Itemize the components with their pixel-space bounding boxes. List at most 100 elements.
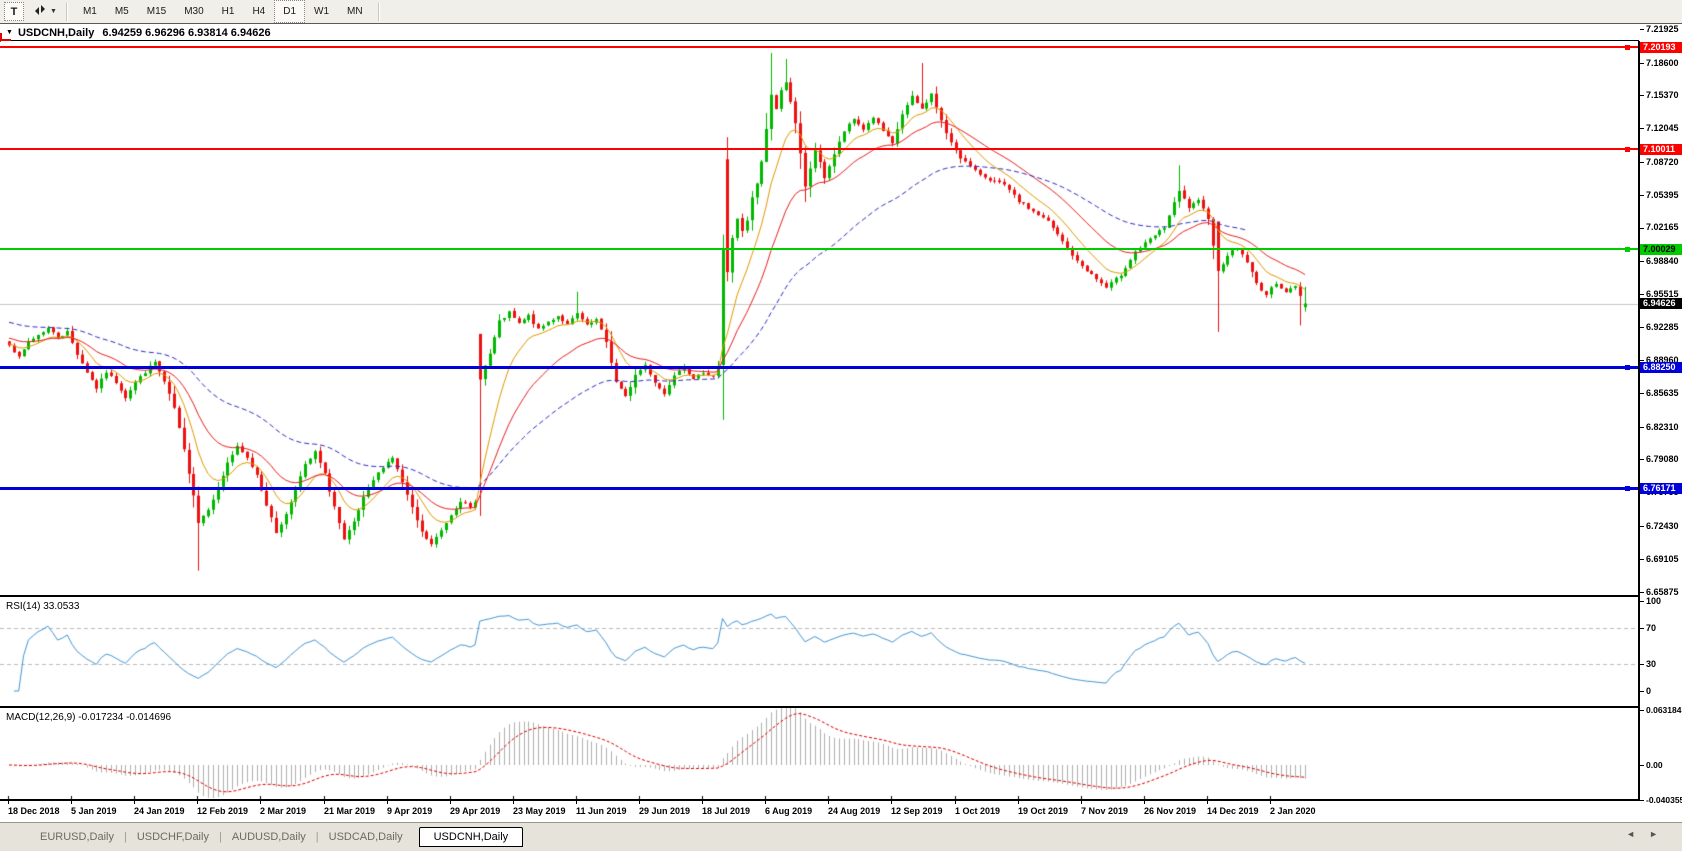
tab-eurusd[interactable]: EURUSD,Daily [40, 831, 114, 843]
tab-audusd[interactable]: AUDUSD,Daily [231, 831, 306, 843]
macd-tick-label: 0.00 [1640, 760, 1663, 771]
date-label: 9 Apr 2019 [387, 806, 433, 816]
hline-resistance-1[interactable] [0, 44, 1638, 50]
date-label: 24 Jan 2019 [134, 806, 185, 816]
timeframe-button-d1[interactable]: D1 [274, 0, 306, 23]
tab-separator: | [315, 831, 319, 843]
date-label: 2 Mar 2019 [260, 806, 307, 816]
rsi-indicator-canvas[interactable] [0, 597, 1638, 706]
hline-resistance-2[interactable] [0, 146, 1638, 152]
date-tick [134, 801, 135, 804]
date-tick [1144, 801, 1145, 804]
drawing-tools-button[interactable]: ▼ [30, 3, 60, 20]
hline-handle[interactable] [1625, 44, 1630, 50]
price-tick-label: 6.69105 [1640, 554, 1679, 565]
date-label: 21 Mar 2019 [324, 806, 376, 816]
connection-mark [0, 33, 2, 41]
hline-handle[interactable] [1625, 485, 1630, 491]
price-chart-canvas[interactable] [0, 42, 1638, 595]
drawing-tools-icon [33, 4, 47, 19]
hline-pivot-7[interactable] [0, 246, 1638, 252]
window-border [0, 23, 1682, 24]
chart-title-bar[interactable]: ▼ USDCNH,Daily 6.94259 6.96296 6.93814 6… [0, 24, 1682, 41]
timeframe-button-m5[interactable]: M5 [114, 6, 129, 17]
toolbar-separator [65, 2, 68, 21]
timeframe-button-m30[interactable]: M30 [184, 6, 204, 17]
date-tick [702, 801, 703, 804]
timeframe-group: M1 M5 M15 M30 H1 H4 D1 W1 MN [74, 0, 372, 23]
tab-scroll-arrows[interactable]: ◄► [1626, 829, 1672, 839]
date-tick [639, 801, 640, 804]
date-label: 29 Jun 2019 [639, 806, 691, 816]
date-tick [1270, 801, 1271, 804]
date-tick [891, 801, 892, 804]
price-tick-label: 7.15370 [1640, 90, 1679, 101]
title-bar-border [0, 40, 1639, 41]
tab-usdchf[interactable]: USDCHF,Daily [136, 831, 209, 843]
date-label: 24 Aug 2019 [828, 806, 881, 816]
date-tick [576, 801, 577, 804]
tab-usdcad[interactable]: USDCAD,Daily [328, 831, 403, 843]
time-axis[interactable]: 18 Dec 2018 5 Jan 2019 24 Jan 2019 12 Feb 2… [0, 801, 1682, 822]
timeframe-button-m1[interactable]: M1 [82, 6, 97, 17]
hline-handle[interactable] [1625, 146, 1630, 152]
window-menu-icon[interactable]: ▼ [6, 29, 13, 36]
date-tick [955, 801, 956, 804]
chart-ohlc-readout: 6.94259 6.96296 6.93814 6.94626 [102, 26, 271, 39]
date-tick [8, 801, 9, 804]
tab-scroll-right-icon[interactable]: ► [1649, 829, 1672, 839]
date-label: 12 Feb 2019 [197, 806, 249, 816]
timeframe-button-h4[interactable]: H4 [252, 6, 266, 17]
price-axis-border [1638, 41, 1640, 801]
rsi-label: RSI(14) 33.0533 [6, 601, 80, 612]
price-tick-label: 6.88960 [1640, 355, 1679, 366]
price-tick-label: 7.18600 [1640, 58, 1679, 69]
date-label: 14 Dec 2019 [1207, 806, 1259, 816]
hline-handle[interactable] [1625, 246, 1630, 252]
price-badge-support-2: 6.76171 [1640, 483, 1682, 495]
hline-support-2[interactable] [0, 485, 1638, 491]
date-label: 18 Dec 2018 [8, 806, 60, 816]
rsi-tick-label: 30 [1640, 659, 1656, 670]
timeframe-button-w1[interactable]: W1 [314, 6, 330, 17]
timeframe-button-mn[interactable]: MN [347, 6, 363, 17]
macd-label: MACD(12,26,9) -0.017234 -0.014696 [6, 712, 172, 723]
price-tick-label: 6.92285 [1640, 322, 1679, 333]
price-tick-label: 6.72430 [1640, 521, 1679, 532]
chart-title: USDCNH,Daily [17, 26, 95, 39]
pane-separator[interactable] [0, 595, 1640, 597]
price-badge-support-1: 6.88250 [1640, 362, 1682, 373]
current-price-badge: 6.94626 [1640, 298, 1682, 309]
price-axis[interactable]: 7.21925 7.18600 7.15370 7.12045 7.08720 7.053… [1640, 24, 1682, 822]
timeframe-button-m15[interactable]: M15 [146, 6, 167, 17]
date-tick [197, 801, 198, 804]
price-tick-label: 6.82310 [1640, 422, 1679, 433]
price-tick-label: 6.65875 [1640, 587, 1679, 598]
chevron-down-icon: ▼ [50, 8, 57, 15]
price-tick-label: 6.85635 [1640, 388, 1679, 399]
hline-handle[interactable] [1625, 364, 1630, 370]
date-label: 7 Nov 2019 [1081, 806, 1129, 816]
date-label: 18 Jul 2019 [702, 806, 751, 816]
date-tick [828, 801, 829, 804]
connection-mark [0, 39, 11, 41]
hline-support-1[interactable] [0, 364, 1638, 370]
date-tick [387, 801, 388, 804]
date-label: 6 Aug 2019 [765, 806, 813, 816]
date-label: 5 Jan 2019 [71, 806, 117, 816]
pane-separator [0, 799, 1682, 801]
tab-scroll-left-icon[interactable]: ◄ [1626, 829, 1650, 839]
macd-indicator-canvas[interactable] [0, 708, 1638, 799]
date-tick [1081, 801, 1082, 804]
date-tick [71, 801, 72, 804]
date-label: 11 Jun 2019 [576, 806, 627, 816]
tab-usdcnh[interactable]: USDCNH,Daily [418, 827, 524, 847]
date-tick [260, 801, 261, 804]
text-tool-button[interactable]: T [4, 2, 24, 21]
date-tick [1207, 801, 1208, 804]
price-badge-resistance-1: 7.20193 [1640, 41, 1682, 53]
timeframe-button-h1[interactable]: H1 [221, 6, 235, 17]
pane-separator[interactable] [0, 706, 1640, 708]
toolbar-separator [377, 2, 380, 21]
date-label: 12 Sep 2019 [891, 806, 943, 816]
